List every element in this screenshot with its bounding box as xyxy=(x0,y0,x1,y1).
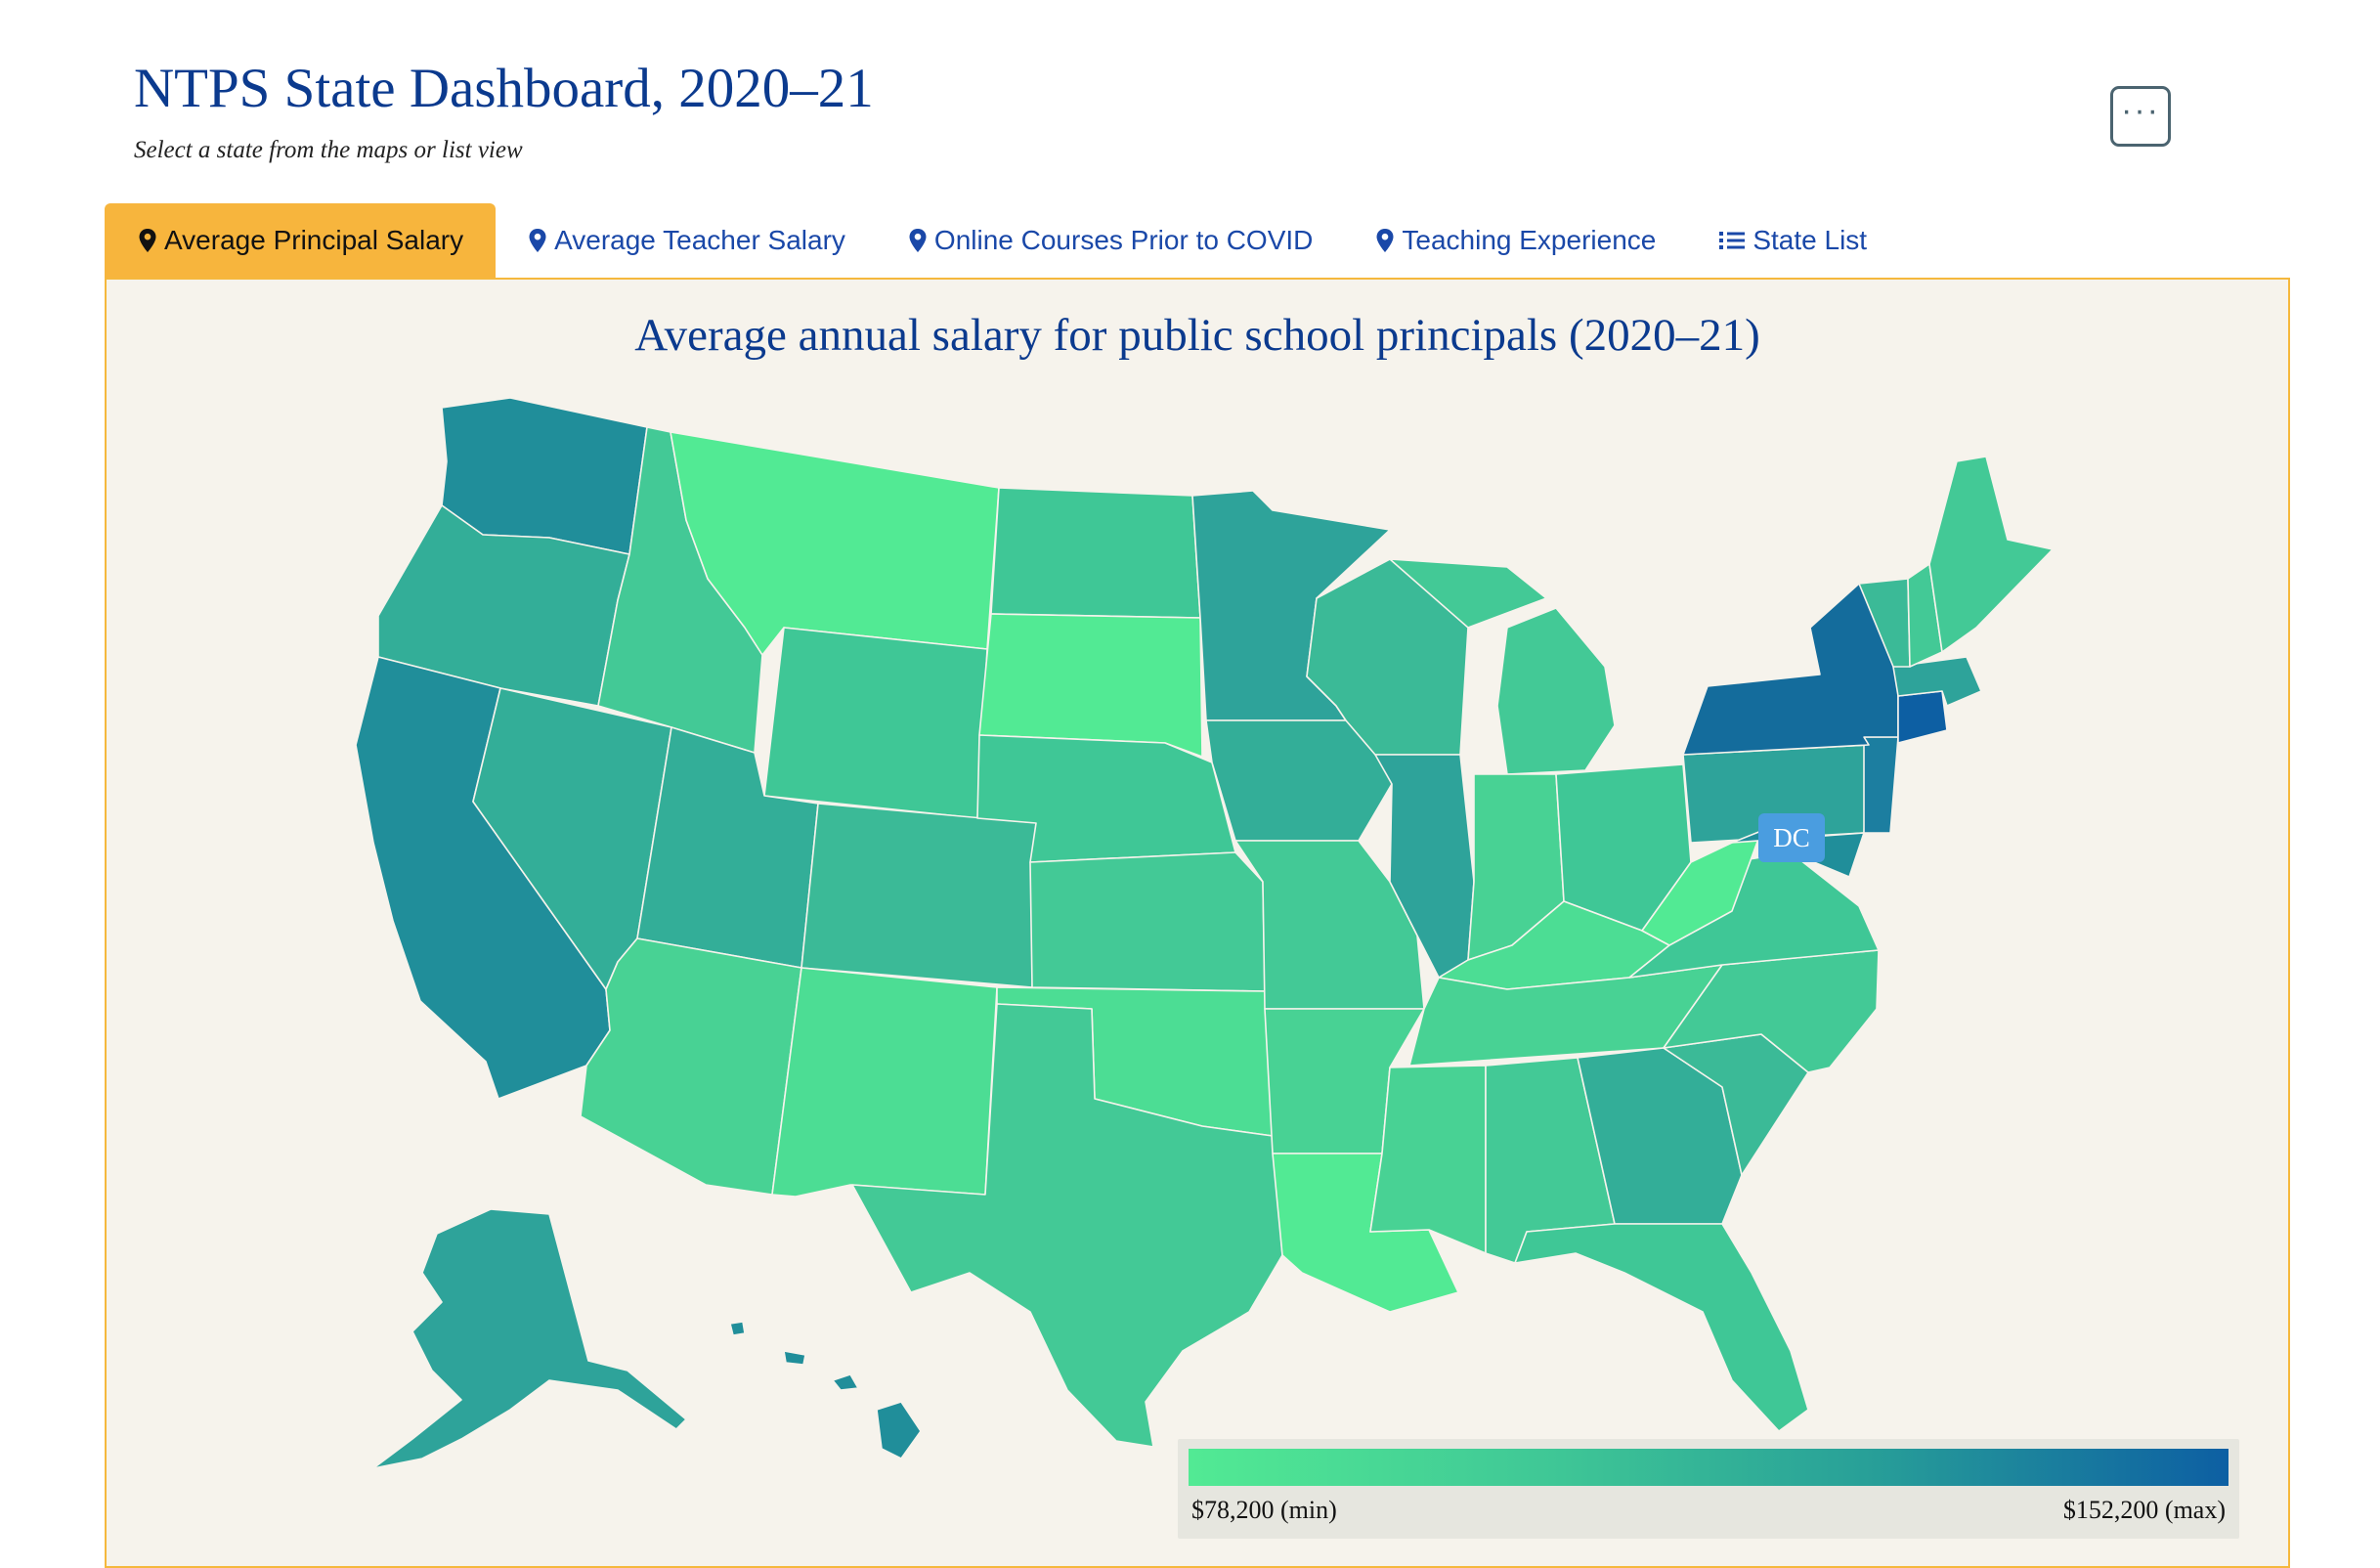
state-new-york[interactable] xyxy=(1682,583,1899,756)
map-panel: Average annual salary for public school … xyxy=(105,278,2290,1568)
state-new-jersey[interactable] xyxy=(1863,736,1899,834)
legend-min-label: $78,200 (min) xyxy=(1191,1496,1337,1524)
us-choropleth-map xyxy=(355,397,2054,1469)
map-title: Average annual salary for public school … xyxy=(634,310,1760,361)
tab-label: Online Courses Prior to COVID xyxy=(933,225,1314,255)
color-legend: $78,200 (min) $152,200 (max) xyxy=(1178,1439,2239,1539)
more-options-button[interactable]: ··· xyxy=(2110,86,2171,147)
state-wyoming[interactable] xyxy=(763,627,988,819)
tab-label: Average Principal Salary xyxy=(164,225,464,255)
list-icon xyxy=(1718,229,1746,252)
map-pin-icon xyxy=(1375,228,1395,253)
tab-average-teacher-salary[interactable]: Average Teacher Salary xyxy=(496,203,876,278)
tab-label: Average Teacher Salary xyxy=(554,225,845,255)
state-texas[interactable] xyxy=(851,1003,1283,1448)
state-north-dakota[interactable] xyxy=(990,487,1201,619)
dc-marker-button[interactable]: DC xyxy=(1758,813,1825,862)
state-kansas[interactable] xyxy=(1029,851,1266,992)
page-title: NTPS State Dashboard, 2020–21 xyxy=(134,58,874,119)
tab-average-principal-salary[interactable]: Average Principal Salary xyxy=(105,203,497,278)
map-pin-icon xyxy=(138,228,157,253)
tab-teaching-experience[interactable]: Teaching Experience xyxy=(1343,203,1686,278)
legend-gradient-bar xyxy=(1189,1449,2229,1486)
map-pin-icon xyxy=(528,228,547,253)
state-michigan[interactable] xyxy=(1389,558,1616,775)
state-hawaii[interactable] xyxy=(729,1321,922,1459)
state-maine[interactable] xyxy=(1928,456,2054,653)
tab-state-list[interactable]: State List xyxy=(1686,203,1897,278)
state-north-carolina[interactable] xyxy=(1663,949,1880,1073)
state-massachusetts[interactable] xyxy=(1892,656,1982,707)
state-new-mexico[interactable] xyxy=(771,967,998,1198)
state-florida[interactable] xyxy=(1514,1223,1809,1432)
state-south-dakota[interactable] xyxy=(978,613,1203,758)
legend-max-label: $152,200 (max) xyxy=(2062,1496,2226,1524)
state-missouri[interactable] xyxy=(1234,840,1425,1010)
tab-bar: Average Principal Salary Average Teacher… xyxy=(105,203,1897,278)
state-arizona[interactable] xyxy=(580,937,802,1196)
tab-label: Teaching Experience xyxy=(1402,225,1657,255)
tab-online-courses[interactable]: Online Courses Prior to COVID xyxy=(876,203,1343,278)
state-alaska[interactable] xyxy=(372,1208,687,1469)
state-montana[interactable] xyxy=(670,431,1000,656)
state-colorado[interactable] xyxy=(801,803,1039,988)
tab-label: State List xyxy=(1753,225,1868,255)
page-subtitle: Select a state from the maps or list vie… xyxy=(134,137,523,163)
state-mississippi[interactable] xyxy=(1369,1065,1487,1254)
map-pin-icon xyxy=(908,228,928,253)
ellipsis-icon: ··· xyxy=(2121,92,2160,129)
state-connecticut[interactable] xyxy=(1897,690,1948,744)
